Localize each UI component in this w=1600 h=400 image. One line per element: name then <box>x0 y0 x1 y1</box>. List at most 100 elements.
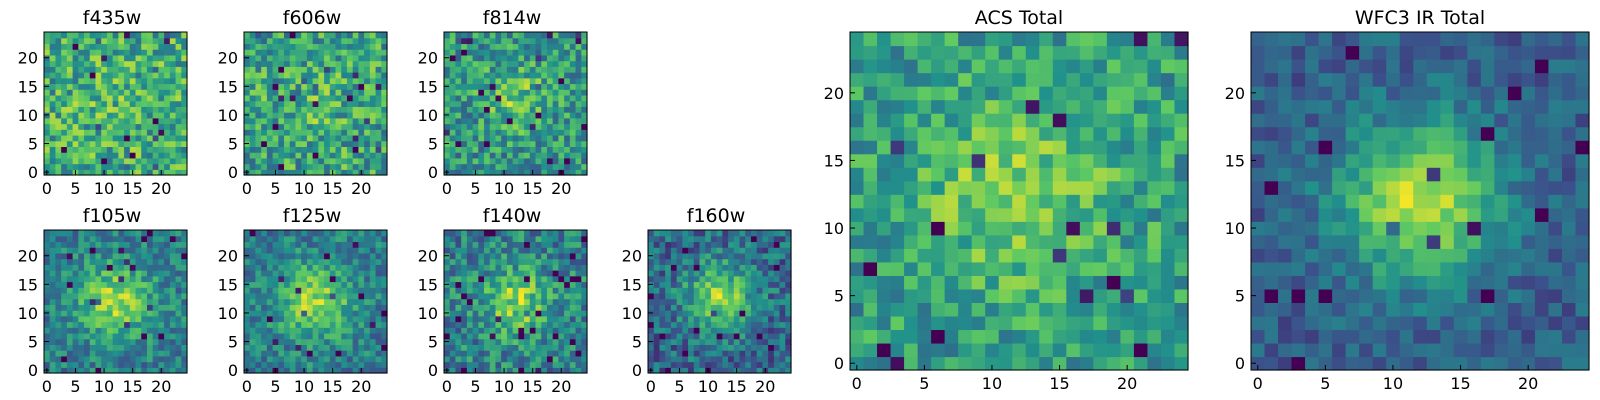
heatmap-cell <box>716 287 723 294</box>
heatmap-cell <box>301 117 308 125</box>
heatmap-cell <box>665 275 672 283</box>
heatmap-cell <box>705 281 712 288</box>
heatmap-cell <box>535 157 542 165</box>
heatmap-cell <box>78 350 85 357</box>
heatmap-cell <box>558 94 565 102</box>
heatmap-cell <box>335 83 342 90</box>
heatmap-cell <box>146 287 154 294</box>
heatmap-cell <box>670 252 678 260</box>
heatmap-cell <box>581 100 588 107</box>
heatmap-cell <box>118 49 125 56</box>
heatmap-cell <box>688 292 695 300</box>
heatmap-cell <box>329 32 337 39</box>
heatmap-cell <box>101 270 108 277</box>
heatmap-cell <box>917 167 932 182</box>
heatmap-cell <box>72 49 79 56</box>
heatmap-cell <box>564 37 571 45</box>
heatmap-cell <box>261 252 268 260</box>
heatmap-cell <box>552 367 559 374</box>
heatmap-cell <box>369 83 377 90</box>
heatmap-cell <box>255 129 262 136</box>
heatmap-cell <box>653 304 661 311</box>
heatmap-cell <box>118 292 125 300</box>
heatmap-cell <box>518 152 525 159</box>
heatmap-cell <box>1039 288 1054 303</box>
heatmap-cell <box>118 54 125 62</box>
heatmap-cell <box>164 275 171 283</box>
heatmap-cell <box>472 275 479 283</box>
heatmap-cell <box>112 123 119 130</box>
heatmap-cell <box>659 247 666 254</box>
heatmap-cell <box>518 66 525 73</box>
heatmap-cell <box>244 361 251 368</box>
heatmap-cell <box>89 230 97 237</box>
heatmap-cell <box>529 32 537 39</box>
y-tick-label: 0 <box>632 361 642 380</box>
heatmap-cell <box>352 355 359 363</box>
heatmap-cell <box>710 327 718 334</box>
heatmap-cell <box>931 126 946 141</box>
heatmap-cell <box>106 152 114 159</box>
heatmap-cell <box>670 241 678 248</box>
heatmap-cell <box>346 32 354 39</box>
heatmap-cell <box>55 287 62 294</box>
heatmap-cell <box>648 287 655 294</box>
heatmap-cell <box>710 258 718 265</box>
heatmap-cell <box>61 264 68 271</box>
heatmap-cell <box>535 298 542 305</box>
heatmap-cell <box>785 315 792 323</box>
heatmap-cell <box>693 361 701 368</box>
heatmap-cell <box>756 252 763 260</box>
heatmap-cell <box>773 327 781 334</box>
heatmap-cell <box>358 350 365 357</box>
heatmap-cell <box>1174 207 1189 222</box>
heatmap-cell <box>444 230 451 237</box>
heatmap-cell <box>49 315 57 323</box>
heatmap-cell <box>101 361 108 368</box>
heatmap-cell <box>261 361 268 368</box>
heatmap-cell <box>461 83 468 90</box>
heatmap-cell <box>272 43 279 50</box>
heatmap-cell <box>118 77 125 85</box>
heatmap-cell <box>917 221 932 236</box>
heatmap-cell <box>364 37 371 45</box>
heatmap-cell <box>518 123 525 130</box>
heatmap-cell <box>1093 288 1108 303</box>
heatmap-cell <box>558 258 565 265</box>
heatmap-cell <box>529 134 537 142</box>
heatmap-cell <box>518 315 525 323</box>
heatmap-cell <box>541 94 548 102</box>
heatmap-cell <box>773 304 781 311</box>
heatmap-cell <box>518 270 525 277</box>
heatmap-cell <box>461 327 468 334</box>
heatmap-cell <box>146 54 154 62</box>
heatmap-cell <box>552 235 559 243</box>
heatmap-cell <box>581 169 588 176</box>
y-tick-label: 20 <box>218 49 238 68</box>
heatmap-cell <box>135 332 142 340</box>
heatmap-cell <box>381 332 388 340</box>
heatmap-cell <box>1106 356 1121 371</box>
heatmap-cell <box>1120 153 1135 168</box>
heatmap-cell <box>489 163 497 170</box>
heatmap-cell <box>346 235 354 243</box>
heatmap-cell <box>101 117 108 125</box>
heatmap-cell <box>375 60 382 67</box>
heatmap-cell <box>472 140 479 147</box>
heatmap-cell <box>266 129 274 136</box>
heatmap-cell <box>84 287 91 294</box>
heatmap-cell <box>124 247 131 254</box>
heatmap-cell <box>478 304 485 311</box>
heatmap-cell <box>66 304 74 311</box>
heatmap-cell <box>124 275 131 283</box>
heatmap-cell <box>106 72 114 79</box>
heatmap-cell <box>164 134 171 142</box>
heatmap-cell <box>118 157 125 165</box>
heatmap-cell <box>272 117 279 125</box>
heatmap-cell <box>524 304 531 311</box>
heatmap-cell <box>255 270 262 277</box>
heatmap-cell <box>863 153 878 168</box>
heatmap-cell <box>272 72 279 79</box>
heatmap-cell <box>728 241 735 248</box>
heatmap-cell <box>324 321 331 328</box>
